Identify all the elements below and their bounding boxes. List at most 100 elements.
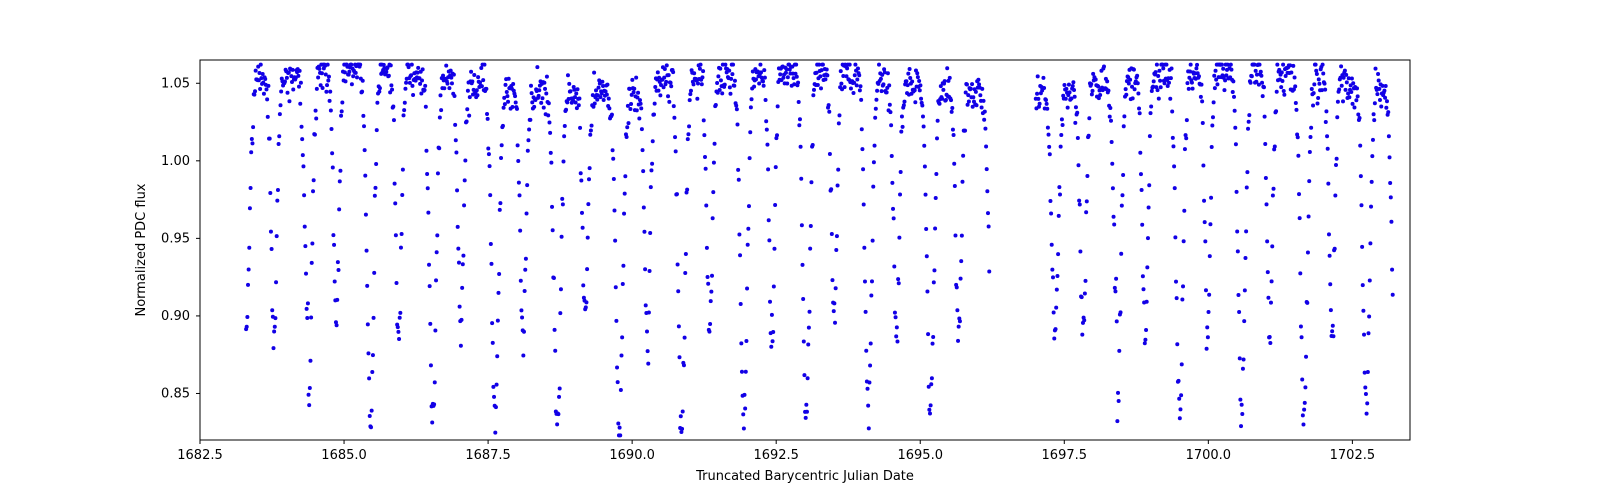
data-point <box>616 380 620 384</box>
data-point <box>1324 109 1328 113</box>
data-point <box>1203 239 1207 243</box>
data-point <box>519 279 523 283</box>
data-point <box>493 431 497 435</box>
data-point <box>889 123 893 127</box>
data-point <box>340 109 344 113</box>
data-point <box>331 166 335 170</box>
data-point <box>1356 94 1360 98</box>
data-point <box>849 87 853 91</box>
data-point <box>553 349 557 353</box>
data-point <box>970 82 974 86</box>
data-point <box>866 404 870 408</box>
data-point <box>1121 173 1125 177</box>
data-point <box>778 72 782 76</box>
data-point <box>1071 84 1075 88</box>
data-point <box>1169 76 1173 80</box>
data-point <box>1301 413 1305 417</box>
data-point <box>486 117 490 121</box>
data-point <box>585 267 589 271</box>
data-point <box>337 207 341 211</box>
data-point <box>291 88 295 92</box>
data-point <box>1237 310 1241 314</box>
data-point <box>1122 114 1126 118</box>
data-point <box>338 169 342 173</box>
data-point <box>546 113 550 117</box>
data-point <box>540 96 544 100</box>
data-point <box>830 232 834 236</box>
data-point <box>307 393 311 397</box>
data-point <box>423 84 427 88</box>
data-point <box>472 73 476 77</box>
data-point <box>1201 121 1205 125</box>
data-point <box>481 78 485 82</box>
data-point <box>1109 119 1113 123</box>
data-point <box>452 73 456 77</box>
data-point <box>1222 88 1226 92</box>
data-point <box>404 81 408 85</box>
data-point <box>616 421 620 425</box>
data-point <box>354 71 358 75</box>
data-point <box>574 92 578 96</box>
data-point <box>1117 399 1121 403</box>
data-point <box>396 330 400 334</box>
data-point <box>1150 89 1154 93</box>
data-point <box>518 193 522 197</box>
data-point <box>646 362 650 366</box>
data-point <box>897 281 901 285</box>
data-point <box>1388 155 1392 159</box>
data-point <box>273 325 277 329</box>
data-point <box>1189 63 1193 67</box>
data-point <box>861 167 865 171</box>
data-point <box>767 238 771 242</box>
data-point <box>702 118 706 122</box>
data-point <box>618 426 622 430</box>
data-point <box>549 161 553 165</box>
data-point <box>1270 279 1274 283</box>
data-point <box>784 71 788 75</box>
data-point <box>1059 133 1063 137</box>
data-point <box>287 99 291 103</box>
data-point <box>254 69 258 73</box>
data-point <box>834 248 838 252</box>
data-point <box>366 322 370 326</box>
data-point <box>802 373 806 377</box>
data-point <box>550 205 554 209</box>
data-point <box>387 74 391 78</box>
data-point <box>1312 82 1316 86</box>
data-point <box>845 66 849 70</box>
data-point <box>1080 295 1084 299</box>
data-point <box>310 261 314 265</box>
data-point <box>1203 220 1207 224</box>
data-point <box>1205 325 1209 329</box>
data-point <box>739 341 743 345</box>
data-point <box>1258 63 1262 67</box>
data-point <box>1293 84 1297 88</box>
data-point <box>400 232 404 236</box>
data-point <box>836 168 840 172</box>
data-point <box>1171 144 1175 148</box>
data-point <box>628 107 632 111</box>
data-point <box>514 100 518 104</box>
data-point <box>744 339 748 343</box>
data-point <box>444 64 448 68</box>
data-point <box>1316 101 1320 105</box>
data-point <box>737 232 741 236</box>
data-point <box>361 114 365 118</box>
data-point <box>700 82 704 86</box>
data-point <box>1177 397 1181 401</box>
data-point <box>344 79 348 83</box>
data-point <box>1136 92 1140 96</box>
data-point <box>532 105 536 109</box>
data-point <box>398 316 402 320</box>
data-point <box>740 370 744 374</box>
data-point <box>1265 239 1269 243</box>
data-point <box>1370 180 1374 184</box>
data-point <box>1325 134 1329 138</box>
data-point <box>1143 341 1147 345</box>
data-point <box>987 224 991 228</box>
data-point <box>812 88 816 92</box>
data-point <box>522 330 526 334</box>
data-point <box>707 330 711 334</box>
data-point <box>796 81 800 85</box>
data-point <box>809 224 813 228</box>
